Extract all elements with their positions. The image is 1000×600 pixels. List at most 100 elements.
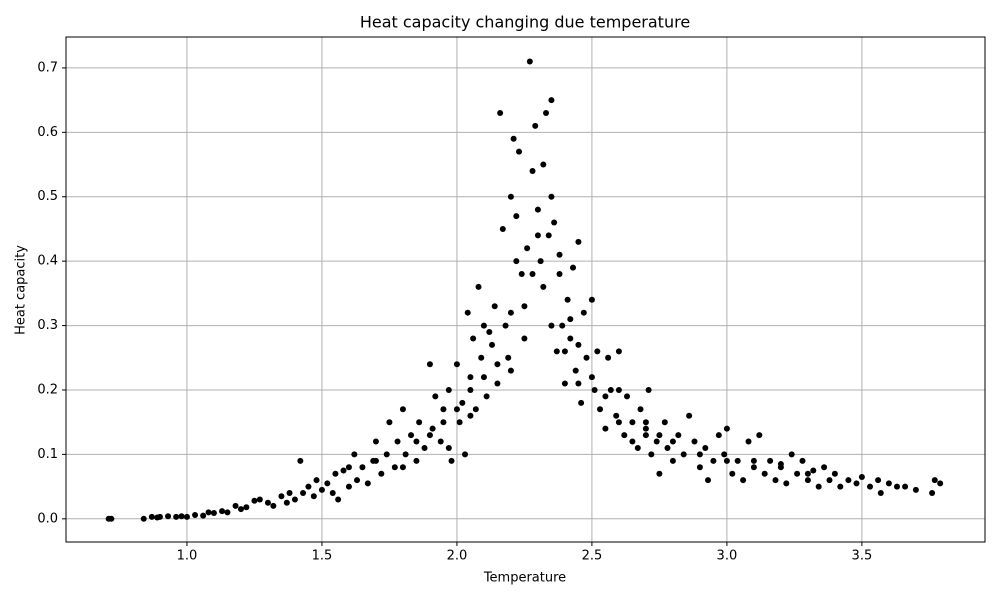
point (480, 374, 487, 381)
point (505, 354, 512, 361)
point (621, 432, 628, 439)
points (105, 58, 944, 522)
point (413, 438, 420, 445)
point (502, 322, 509, 329)
point (210, 510, 217, 517)
point (875, 477, 882, 484)
point (513, 258, 520, 265)
point (591, 386, 598, 393)
point (597, 406, 604, 413)
point (561, 348, 568, 355)
point (494, 361, 501, 368)
point (642, 432, 649, 439)
point (858, 473, 865, 480)
point (804, 470, 811, 477)
point (491, 303, 498, 310)
x-tick-label: 1.5 (312, 549, 333, 564)
point (521, 303, 528, 310)
point (799, 457, 806, 464)
point (723, 457, 730, 464)
point (588, 296, 595, 303)
point (877, 490, 884, 497)
point (729, 470, 736, 477)
point (478, 354, 485, 361)
point (340, 467, 347, 474)
point (929, 490, 936, 497)
point (364, 480, 371, 487)
point (402, 451, 409, 458)
point (548, 322, 555, 329)
point (902, 483, 909, 490)
point (548, 97, 555, 104)
point (518, 271, 525, 278)
point (705, 477, 712, 484)
point (359, 464, 366, 471)
point (885, 480, 892, 487)
point (456, 419, 463, 426)
point (691, 438, 698, 445)
point (335, 496, 342, 503)
point (513, 213, 520, 220)
point (575, 341, 582, 348)
point (310, 493, 317, 500)
point (615, 348, 622, 355)
axes-frame (65, 36, 986, 543)
point (283, 499, 290, 506)
point (510, 135, 517, 142)
point (831, 470, 838, 477)
y-tick-label: 0.1 (37, 447, 58, 462)
point (524, 245, 531, 252)
point (472, 406, 479, 413)
point (826, 477, 833, 484)
point (669, 438, 676, 445)
point (715, 432, 722, 439)
point (534, 232, 541, 239)
point (486, 329, 493, 336)
point (702, 444, 709, 451)
point (178, 513, 185, 520)
point (594, 348, 601, 355)
point (445, 444, 452, 451)
point (448, 457, 455, 464)
point (653, 438, 660, 445)
point (305, 483, 312, 490)
point (192, 511, 199, 518)
point (243, 504, 250, 511)
point (559, 322, 566, 329)
point (318, 486, 325, 493)
point (912, 486, 919, 493)
point (866, 483, 873, 490)
point (537, 258, 544, 265)
point (467, 386, 474, 393)
point (156, 513, 163, 520)
point (324, 480, 331, 487)
point (740, 477, 747, 484)
point (219, 508, 226, 515)
point (656, 432, 663, 439)
point (845, 477, 852, 484)
point (297, 457, 304, 464)
point (224, 509, 231, 516)
point (413, 457, 420, 464)
point (588, 374, 595, 381)
point (615, 386, 622, 393)
point (200, 512, 207, 519)
x-axis-label: Temperature (483, 571, 566, 586)
point (853, 480, 860, 487)
point (578, 399, 585, 406)
point (750, 464, 757, 471)
point (543, 110, 550, 117)
point (300, 490, 307, 497)
point (475, 283, 482, 290)
point (529, 167, 536, 174)
point (464, 309, 471, 316)
point (642, 419, 649, 426)
chart-title: Heat capacity changing due temperature (360, 13, 690, 32)
point (237, 506, 244, 513)
point (648, 451, 655, 458)
point (696, 451, 703, 458)
x-tick-label: 3.0 (717, 549, 738, 564)
point (613, 412, 620, 419)
